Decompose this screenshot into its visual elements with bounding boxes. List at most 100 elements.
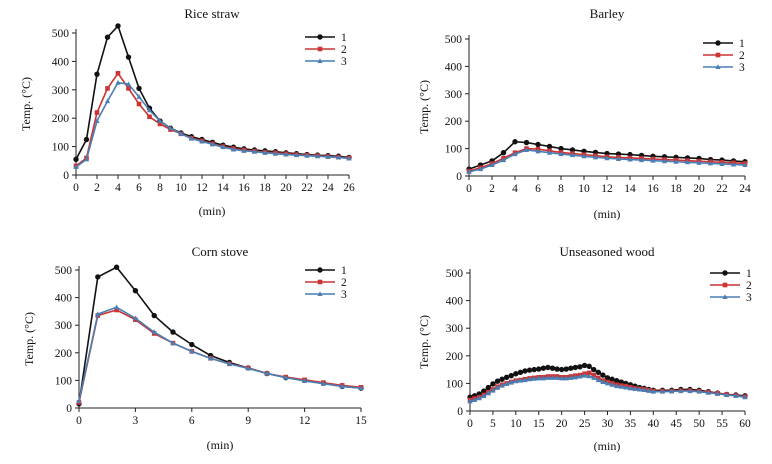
- data-point: [325, 154, 331, 159]
- data-point: [170, 329, 176, 335]
- data-point: [230, 146, 237, 152]
- y-tick-label: 100: [52, 142, 70, 154]
- data-point: [586, 370, 592, 376]
- data-point: [320, 380, 326, 386]
- data-point: [500, 150, 507, 156]
- x-tick-label: 18: [670, 183, 682, 195]
- x-tick-label: 12: [299, 415, 311, 427]
- x-tick-label: 45: [671, 418, 683, 430]
- data-point: [167, 125, 174, 131]
- data-point: [83, 156, 90, 162]
- data-point: [696, 388, 702, 394]
- data-point: [499, 376, 505, 382]
- y-tick-label: 0: [457, 406, 463, 418]
- chart-panel-3: 0 100 200 300 400 500 0 3 6 9 12 15 Corn stove (min) T…: [22, 244, 367, 452]
- chart-title: Rice straw: [184, 6, 240, 21]
- data-point: [126, 86, 131, 91]
- data-point: [125, 54, 132, 60]
- data-point: [687, 388, 693, 394]
- data-point: [512, 151, 518, 157]
- y-tick-label: 200: [52, 113, 70, 125]
- x-tick-label: 8: [558, 183, 564, 195]
- data-point: [705, 389, 711, 395]
- data-point: [614, 383, 620, 389]
- data-point: [600, 372, 606, 378]
- data-point: [94, 71, 100, 77]
- data-point: [339, 383, 345, 389]
- chart-title: Barley: [590, 6, 625, 21]
- data-point: [262, 150, 268, 155]
- data-point: [489, 162, 495, 168]
- series-line-2: [75, 72, 350, 167]
- data-point: [609, 381, 615, 387]
- x-tick-label: 18: [259, 182, 271, 194]
- data-point: [188, 135, 195, 141]
- data-point: [549, 375, 556, 380]
- x-tick-label: 30: [602, 418, 614, 430]
- data-point: [503, 374, 510, 381]
- legend-marker-2: [317, 279, 323, 285]
- legend-marker-2: [722, 282, 728, 288]
- data-point: [724, 392, 730, 397]
- data-point: [476, 395, 482, 401]
- legend-marker-1: [722, 270, 728, 276]
- data-point: [508, 372, 514, 379]
- y-tick-label: 200: [55, 348, 73, 360]
- data-point: [115, 79, 121, 85]
- data-point: [577, 373, 583, 379]
- data-point: [358, 385, 364, 391]
- y-tick-label: 500: [445, 34, 463, 46]
- legend-label-3: 3: [739, 62, 745, 74]
- data-point: [272, 150, 279, 156]
- data-point: [678, 388, 684, 394]
- y-tick-label: 300: [52, 85, 70, 97]
- data-point: [636, 386, 643, 392]
- data-point: [302, 378, 308, 383]
- data-point: [742, 394, 748, 400]
- legend: 123: [703, 38, 745, 74]
- data-point: [595, 369, 602, 376]
- data-point: [572, 374, 579, 380]
- y-tick-label: 400: [52, 56, 70, 68]
- legend-marker-2: [715, 52, 721, 58]
- data-point: [485, 384, 492, 391]
- x-tick-label: 35: [625, 418, 637, 430]
- data-point: [157, 118, 163, 124]
- legend-marker-2: [317, 46, 323, 52]
- data-point: [558, 151, 564, 157]
- x-tick-label: 26: [343, 182, 355, 194]
- data-point: [104, 34, 111, 40]
- data-point: [554, 375, 560, 380]
- data-point: [517, 369, 524, 376]
- legend-label-1: 1: [341, 265, 347, 277]
- data-point: [283, 374, 289, 380]
- data-point: [546, 149, 553, 155]
- y-tick-label: 300: [446, 323, 464, 335]
- x-tick-label: 10: [175, 182, 187, 194]
- data-point: [526, 376, 533, 382]
- y-axis-label: Temp. (°C): [22, 312, 36, 366]
- data-point: [264, 370, 270, 376]
- legend-label-2: 2: [746, 280, 752, 292]
- data-point: [568, 365, 574, 371]
- legend-label-2: 2: [341, 277, 347, 289]
- data-point: [568, 375, 574, 380]
- legend-label-2: 2: [341, 44, 347, 56]
- x-tick-label: 15: [355, 415, 367, 427]
- chart-panel-4: 0 100 200 300 400 500 0 5 10 15 20 25 30 35 40 45 50 55 60…: [417, 244, 752, 453]
- series-3: [73, 79, 352, 170]
- data-point: [733, 393, 739, 398]
- series-1: [73, 23, 352, 163]
- series-3: [467, 372, 748, 404]
- data-point: [170, 340, 176, 346]
- data-point: [549, 365, 556, 371]
- data-point: [545, 364, 551, 371]
- data-point: [742, 162, 748, 168]
- data-point: [226, 361, 232, 366]
- x-tick-label: 3: [133, 415, 139, 427]
- series-3: [466, 147, 748, 174]
- x-tick-label: 0: [73, 182, 79, 194]
- y-tick-label: 300: [55, 320, 73, 332]
